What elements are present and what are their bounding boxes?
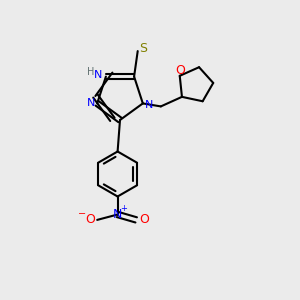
Text: N: N bbox=[113, 208, 122, 221]
Text: N: N bbox=[145, 100, 154, 110]
Text: N: N bbox=[94, 70, 103, 80]
Text: O: O bbox=[175, 64, 185, 77]
Text: −: − bbox=[77, 209, 86, 219]
Text: N: N bbox=[86, 98, 95, 108]
Text: O: O bbox=[85, 213, 94, 226]
Text: H: H bbox=[87, 67, 94, 77]
Text: S: S bbox=[139, 42, 147, 55]
Text: +: + bbox=[120, 204, 127, 213]
Text: O: O bbox=[139, 213, 148, 226]
